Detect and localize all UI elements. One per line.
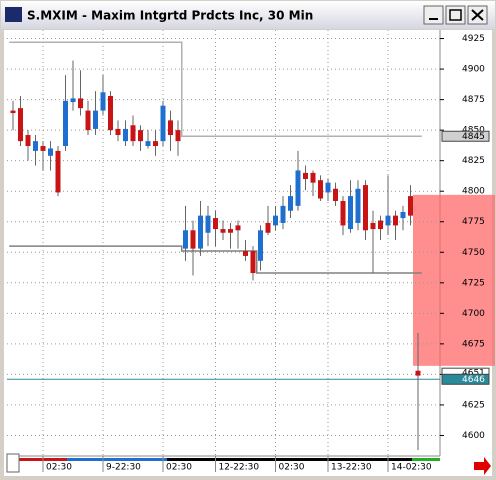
candle-body: [18, 108, 23, 142]
candle-body: [288, 196, 293, 211]
candle-body: [408, 196, 413, 216]
time-strip: [67, 458, 167, 461]
candle-body: [168, 120, 173, 136]
candle-body: [310, 172, 316, 183]
candle-body: [220, 229, 226, 233]
candle-body: [325, 182, 331, 193]
candle-body: [130, 125, 136, 142]
maximize-button[interactable]: [445, 5, 466, 25]
candle-body: [213, 218, 218, 230]
candle-body: [33, 141, 38, 151]
candle-body: [63, 100, 68, 147]
app-icon: [5, 7, 22, 22]
x-tick-label: 13-22:30: [331, 463, 372, 473]
candle-body: [40, 146, 46, 151]
maximize-icon: [449, 9, 462, 21]
x-tick-label: 14-02:30: [391, 463, 432, 473]
time-strip: [412, 458, 440, 461]
prev-price-label: 4651: [462, 369, 485, 379]
lower-line: [9, 245, 422, 274]
upper-line: [9, 41, 422, 137]
candle-body: [333, 188, 338, 201]
candle-body: [363, 185, 368, 231]
minimize-button[interactable]: [423, 5, 444, 25]
y-tick-label: 4875: [462, 95, 485, 105]
window-title: S.MXIM - Maxim Intgrtd Prdcts Inc, 30 Mi…: [27, 9, 313, 23]
candle-body: [78, 98, 83, 109]
x-tick-label: 02:30: [46, 463, 72, 473]
y-tick-label: 4825: [462, 156, 485, 166]
candle-body: [48, 148, 53, 156]
candle-body: [205, 215, 211, 233]
candle-body: [55, 150, 61, 193]
candle-body: [138, 130, 143, 142]
candle-body: [25, 135, 31, 147]
candle-body: [258, 230, 263, 261]
y-tick-label: 4925: [462, 34, 485, 44]
candle-body: [183, 230, 188, 249]
y-tick-label: 4900: [462, 65, 485, 75]
candle-body: [378, 220, 383, 230]
candle-body: [370, 222, 376, 230]
candle-body: [10, 110, 16, 114]
close-icon: [471, 9, 484, 21]
candle-body: [295, 170, 301, 206]
candle-body: [400, 211, 406, 219]
candle-body: [273, 215, 278, 226]
candle-body: [190, 230, 196, 249]
candle-body: [348, 196, 353, 230]
y-tick-label: 4775: [462, 217, 485, 227]
candle-body: [265, 222, 271, 233]
candle-body: [198, 215, 203, 249]
candle-body: [340, 200, 346, 226]
candle-body: [145, 141, 151, 147]
title-bar: [1, 1, 495, 29]
scroll-arrow[interactable]: [474, 457, 491, 475]
time-strip: [7, 458, 67, 461]
scroll-box[interactable]: [6, 453, 20, 473]
candle-body: [385, 215, 391, 226]
candle-body: [280, 205, 286, 223]
y-tick-label: 4625: [462, 400, 485, 410]
candle-body: [93, 110, 98, 129]
candle-body: [108, 95, 113, 131]
y-tick-label: 4725: [462, 278, 485, 288]
candle-body: [250, 251, 256, 274]
candle-body: [175, 130, 181, 142]
level-label: 4845: [462, 132, 485, 142]
level-label-box: [441, 130, 490, 142]
price-label: 4646: [462, 375, 485, 385]
y-tick-label: 4850: [462, 126, 485, 136]
x-tick-label: 02:30: [166, 463, 192, 473]
candle-body: [415, 370, 421, 376]
candle-body: [85, 110, 91, 131]
candle-body: [303, 172, 308, 179]
y-tick-label: 4750: [462, 248, 485, 258]
window-buttons[interactable]: [423, 5, 488, 25]
candle-body: [160, 105, 166, 142]
y-tick-label: 4675: [462, 339, 485, 349]
price-label-box: [441, 373, 490, 385]
candle-body: [318, 180, 323, 199]
candle-body: [115, 128, 121, 136]
candle-body: [123, 128, 128, 142]
candle-body: [243, 251, 248, 256]
candle-body: [235, 225, 241, 231]
x-tick-label: 12-22:30: [219, 463, 260, 473]
price-zone: [413, 194, 495, 366]
y-tick-label: 4600: [462, 431, 485, 441]
candle-body: [393, 215, 398, 226]
candle-body: [153, 141, 158, 147]
x-tick-label: 02:30: [279, 463, 305, 473]
x-tick-label: 9-22:30: [106, 463, 141, 473]
candle-body: [228, 229, 233, 233]
time-strip: [167, 458, 412, 461]
candle-body: [70, 98, 76, 103]
y-tick-label: 4800: [462, 187, 485, 197]
candle-body: [355, 188, 361, 223]
candle-body: [100, 92, 106, 111]
y-tick-label: 4700: [462, 309, 485, 319]
